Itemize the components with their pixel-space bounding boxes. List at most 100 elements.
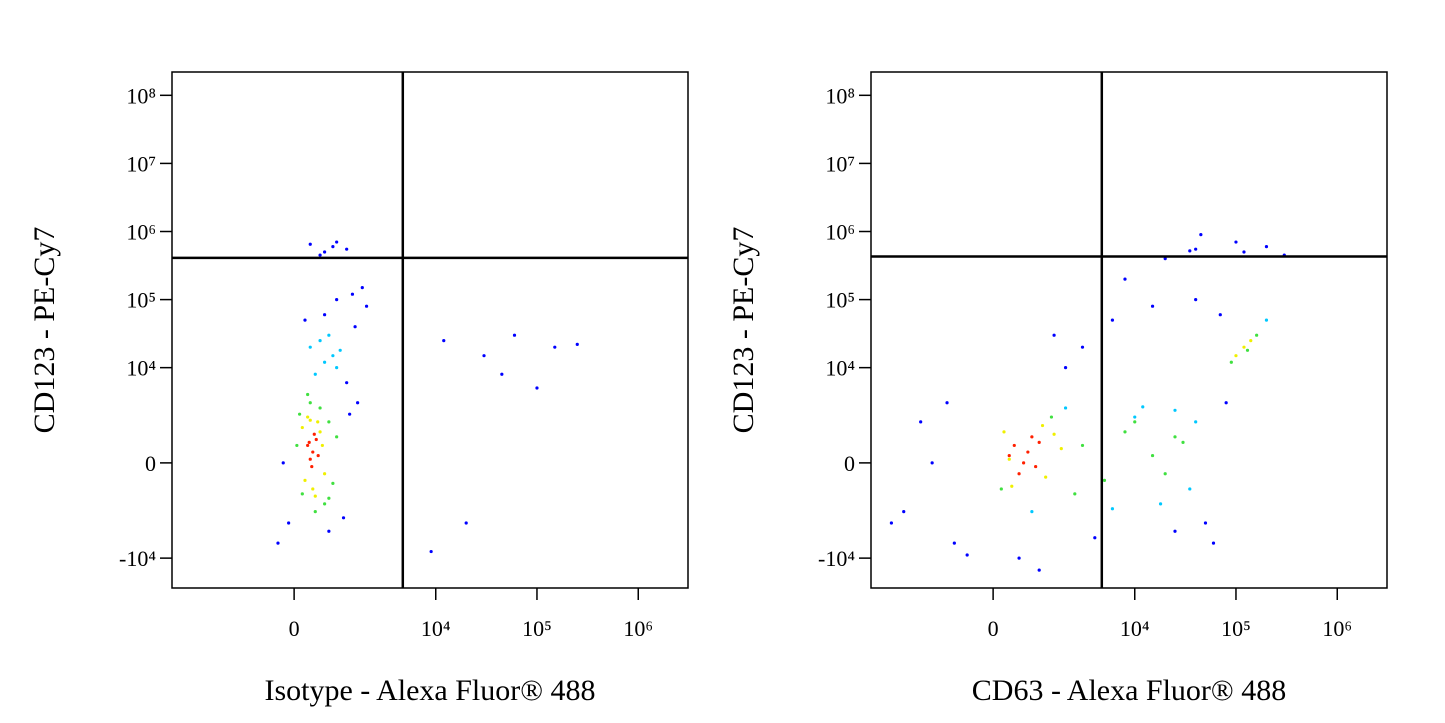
event-dot [316,453,320,458]
y-tick-label: 10⁵ [126,288,156,313]
event-dot [306,415,310,419]
event-dot [500,372,504,376]
event-dot [313,509,317,514]
event-dot [1037,440,1041,444]
y-tick-label: 10⁶ [825,220,855,245]
event-dot [945,401,949,405]
x-tick-label: 10⁶ [1322,616,1352,641]
event-dot [1007,453,1011,458]
event-dot [323,360,327,364]
y-tick-label: 10⁵ [825,288,855,313]
event-dot [1194,247,1198,251]
event-dot [300,492,304,496]
y-tick-label: 0 [844,451,855,476]
event-dot [1022,461,1026,465]
y-tick-label: -10⁴ [119,546,156,571]
x-tick-label: 10⁶ [623,616,653,641]
event-dot [442,338,446,343]
event-dot [323,472,327,476]
event-dot [1188,487,1192,491]
event-dot [1173,435,1177,439]
event-dot [1080,443,1085,448]
event-dot [1093,536,1097,540]
event-dot [1173,529,1177,533]
y-tick-label: -10⁴ [818,546,855,571]
y-tick-label: 10⁴ [126,356,156,381]
y-tick-label: 10⁸ [126,83,156,108]
event-dot [1052,333,1056,337]
event-dot [1150,453,1155,458]
event-dot [1234,240,1238,244]
event-dot [1141,405,1145,409]
event-dot [1110,507,1115,511]
event-dot [1017,556,1021,560]
plot-frame [171,71,689,589]
event-dot [287,521,291,525]
event-dot [1264,245,1269,249]
event-dot [889,521,894,525]
event-dot [1034,464,1038,469]
event-dot [327,420,331,424]
event-dot [310,464,314,469]
event-dot [313,372,317,376]
event-dot [356,401,360,405]
event-dot [1080,345,1085,349]
x-tick-label: 10⁵ [1221,616,1251,641]
y-axis-title: CD123 - PE-Cy7 [28,227,61,434]
event-dot [341,516,346,520]
event-dot [464,521,468,525]
event-dot [335,297,339,302]
event-dot [1150,304,1155,308]
event-dot [318,338,322,343]
event-dot [311,450,315,454]
event-dot [350,292,355,296]
event-dot [1123,277,1127,281]
event-dot [308,242,312,246]
event-dot [952,541,956,545]
event-dot [327,496,331,500]
event-dot [1040,423,1045,428]
x-tick-label: 0 [289,616,300,641]
x-tick-label: 0 [988,616,999,641]
event-dot [364,304,369,308]
event-dot [1224,401,1228,405]
event-dot [1194,297,1198,302]
event-dot [1181,440,1185,444]
event-dot [311,487,315,491]
event-dot [313,494,317,498]
event-dot [1110,318,1115,322]
event-dot [1052,432,1056,436]
event-dot [1026,450,1030,454]
event-dot [553,345,557,349]
x-tick-label: 10⁵ [522,616,552,641]
event-dot [306,443,310,448]
event-dot [1063,366,1068,370]
y-tick-label: 10⁴ [825,356,855,381]
event-dot [295,443,299,448]
event-dot [1063,406,1068,410]
event-dot [308,457,312,461]
event-dot [482,354,486,358]
event-dot [1133,420,1137,424]
x-tick-label: 10⁴ [421,616,451,641]
event-dot [1059,447,1063,451]
event-dot [323,313,327,317]
y-tick-label: 10⁷ [126,151,156,176]
event-dot [1123,430,1127,434]
event-dot [318,253,322,257]
event-dot [575,342,579,346]
event-dot [1007,457,1011,461]
y-tick-label: 0 [145,451,156,476]
event-dot [1211,541,1216,545]
event-dot [1030,509,1034,514]
event-dot [1218,313,1222,317]
event-dot [348,412,352,416]
event-dot [1163,472,1167,476]
event-dot [353,325,357,329]
event-dot [360,286,364,290]
event-dot [303,318,307,322]
event-dot [323,502,327,506]
event-dot [1194,420,1198,424]
event-dot [1234,354,1238,358]
